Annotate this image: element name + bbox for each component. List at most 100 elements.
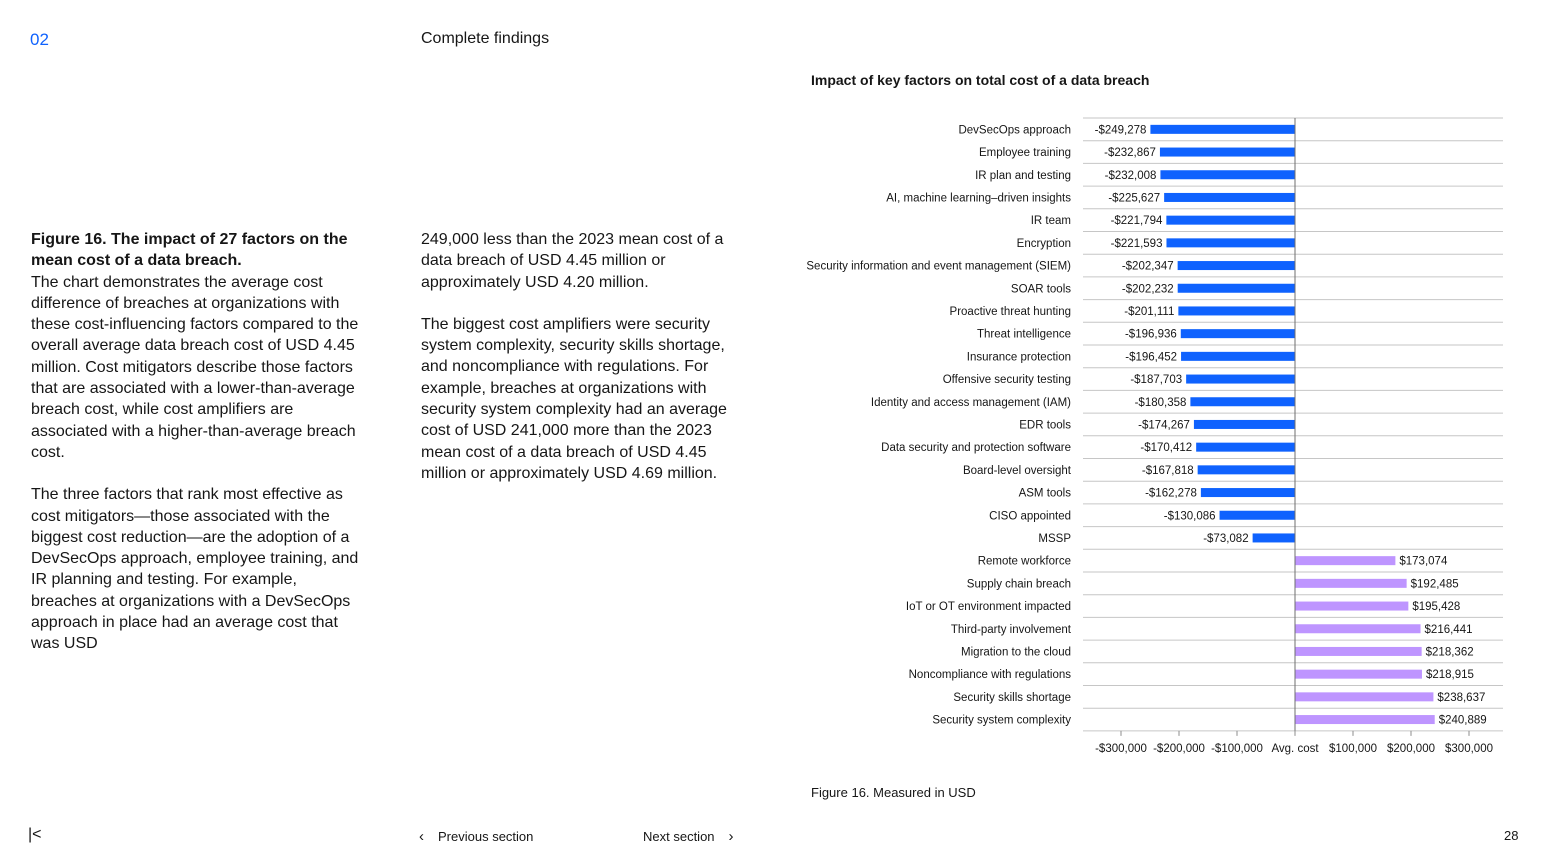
category-label: Threat intelligence — [977, 329, 1071, 341]
category-label: AI, machine learning–driven insights — [886, 192, 1071, 204]
category-label: Security information and event managemen… — [806, 261, 1071, 273]
value-label: -$225,627 — [1108, 192, 1160, 204]
bar — [1186, 374, 1295, 384]
bar — [1190, 397, 1295, 407]
bar — [1295, 556, 1396, 566]
bar — [1177, 261, 1295, 271]
category-label: DevSecOps approach — [958, 124, 1071, 136]
category-label: Data security and protection software — [881, 442, 1071, 454]
value-label: -$167,818 — [1142, 465, 1194, 477]
section-number: 02 — [30, 30, 49, 49]
value-label: -$180,358 — [1135, 397, 1187, 409]
value-label: -$201,111 — [1124, 306, 1174, 318]
x-tick-label: $300,000 — [1445, 743, 1493, 755]
x-tick-label: Avg. cost — [1271, 743, 1319, 755]
category-label: Board-level oversight — [963, 465, 1072, 477]
category-label: Identity and access management (IAM) — [871, 397, 1071, 409]
category-label: IR team — [1031, 215, 1071, 227]
bar — [1150, 124, 1295, 134]
bar — [1164, 192, 1295, 202]
value-label: -$221,593 — [1111, 238, 1163, 250]
value-label: -$162,278 — [1145, 488, 1197, 500]
category-label: Proactive threat hunting — [950, 306, 1071, 318]
value-label: $218,362 — [1426, 646, 1474, 658]
page-number: 28 — [1504, 828, 1519, 843]
x-tick-label: -$200,000 — [1153, 743, 1205, 755]
value-label: $238,637 — [1437, 692, 1485, 704]
value-label: $240,889 — [1439, 715, 1487, 727]
category-label: Security skills shortage — [953, 692, 1071, 704]
bar — [1295, 715, 1435, 725]
value-label: -$232,867 — [1104, 147, 1156, 159]
chart-title: Impact of key factors on total cost of a… — [811, 72, 1150, 88]
category-label: Employee training — [979, 147, 1071, 159]
category-label: Insurance protection — [967, 351, 1071, 363]
value-label: -$221,794 — [1111, 215, 1163, 227]
body-paragraph: The chart demonstrates the average cost … — [31, 273, 359, 461]
x-tick-label: -$300,000 — [1095, 743, 1147, 755]
body-paragraph: The three factors that rank most effecti… — [31, 486, 359, 653]
value-label: -$202,232 — [1122, 283, 1174, 295]
value-label: -$130,086 — [1164, 510, 1216, 522]
bar — [1219, 510, 1295, 520]
category-label: Security system complexity — [932, 715, 1071, 727]
category-label: Third-party involvement — [951, 624, 1072, 636]
x-tick-label: $100,000 — [1329, 743, 1377, 755]
value-label: -$249,278 — [1095, 124, 1147, 136]
bar — [1177, 283, 1295, 293]
bar — [1180, 329, 1295, 339]
category-label: IR plan and testing — [975, 170, 1071, 182]
value-label: -$196,936 — [1125, 329, 1177, 341]
bar — [1295, 646, 1422, 656]
x-tick-label: $200,000 — [1387, 743, 1435, 755]
bar — [1295, 578, 1407, 588]
bar — [1159, 147, 1295, 157]
bar — [1160, 170, 1295, 180]
category-label: CISO appointed — [989, 510, 1071, 522]
chart-caption: Figure 16. Measured in USD — [811, 785, 976, 800]
next-section-link[interactable]: Next section › — [643, 828, 734, 845]
first-page-button[interactable]: |< — [28, 826, 42, 843]
value-label: -$73,082 — [1203, 533, 1248, 545]
body-column-left: Figure 16. The impact of 27 factors on t… — [31, 229, 361, 655]
previous-section-link[interactable]: ‹ Previous section — [419, 828, 533, 845]
category-label: Supply chain breach — [967, 578, 1071, 590]
value-label: $216,441 — [1425, 624, 1473, 636]
chevron-right-icon: › — [728, 828, 734, 845]
bar — [1166, 238, 1295, 248]
body-column-right: 249,000 less than the 2023 mean cost of … — [421, 229, 751, 484]
value-label: -$187,703 — [1130, 374, 1182, 386]
bar — [1196, 442, 1295, 452]
next-section-label: Next section — [643, 829, 715, 844]
category-label: IoT or OT environment impacted — [906, 601, 1071, 613]
bar — [1166, 215, 1295, 225]
value-label: $218,915 — [1426, 669, 1474, 681]
section-title: Complete findings — [421, 30, 550, 47]
bar — [1197, 465, 1295, 475]
bar — [1295, 624, 1421, 634]
value-label: -$196,452 — [1125, 351, 1177, 363]
category-label: Encryption — [1017, 238, 1071, 250]
x-tick-label: -$100,000 — [1211, 743, 1263, 755]
bar — [1193, 419, 1295, 429]
value-label: $192,485 — [1411, 578, 1459, 590]
body-paragraph: The biggest cost amplifiers were securit… — [421, 315, 727, 482]
chevron-left-icon: ‹ — [419, 828, 424, 845]
bar — [1178, 306, 1295, 316]
bar — [1252, 533, 1295, 543]
category-label: ASM tools — [1019, 488, 1072, 500]
bar-chart: DevSecOps approach -$249,278 Employee trai… — [806, 117, 1503, 755]
bar — [1295, 692, 1434, 702]
category-label: Offensive security testing — [943, 374, 1071, 386]
value-label: -$170,412 — [1140, 442, 1192, 454]
previous-section-label: Previous section — [438, 829, 534, 844]
value-label: $173,074 — [1399, 556, 1448, 568]
body-paragraph: 249,000 less than the 2023 mean cost of … — [421, 231, 724, 291]
category-label: Remote workforce — [978, 556, 1071, 568]
category-label: EDR tools — [1019, 419, 1071, 431]
category-label: SOAR tools — [1011, 283, 1071, 295]
value-label: -$232,008 — [1105, 170, 1157, 182]
bar — [1200, 488, 1295, 498]
value-label: $195,428 — [1412, 601, 1460, 613]
category-label: MSSP — [1038, 533, 1071, 545]
